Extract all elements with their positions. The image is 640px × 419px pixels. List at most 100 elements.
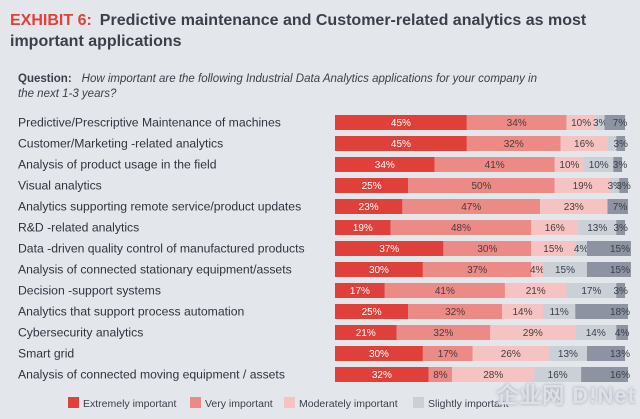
data-label-moderately-important-10: 14% bbox=[513, 307, 533, 318]
category-label-analytics-that-support-process-automation: Analytics that support process automatio… bbox=[18, 305, 244, 319]
legend-item-very: Very important bbox=[190, 397, 273, 410]
category-label-customer-marketing-related-analytics: Customer/Marketing -related analytics bbox=[18, 137, 223, 151]
watermark: 企业网 D!Net bbox=[496, 383, 636, 408]
data-label-not-important-10: 18% bbox=[610, 307, 630, 318]
data-label-slightly-important-13: 16% bbox=[548, 370, 568, 381]
data-label-moderately-important-2: 16% bbox=[574, 139, 594, 150]
bar-segment-extremely-important-3 bbox=[335, 157, 435, 172]
data-label-very-important-12: 17% bbox=[438, 349, 458, 360]
bar-segment-slightly-important-4 bbox=[610, 178, 620, 193]
bar-segment-very-important-8 bbox=[422, 262, 532, 277]
data-label-very-important-13: 8% bbox=[433, 370, 448, 381]
bar-segment-extremely-important-5 bbox=[335, 199, 403, 214]
data-label-slightly-important-11: 14% bbox=[586, 328, 606, 339]
data-label-extremely-important-9: 17% bbox=[350, 286, 370, 297]
bar-segment-extremely-important-6 bbox=[335, 220, 391, 235]
bar-segment-very-important-3 bbox=[434, 157, 555, 172]
bar-segment-slightly-important-6 bbox=[578, 220, 617, 235]
bar-segment-slightly-important-7 bbox=[575, 241, 587, 256]
bar-segment-not-important-6 bbox=[616, 220, 626, 235]
category-label-cybersecurity-analytics: Cybersecurity analytics bbox=[18, 326, 143, 340]
data-label-extremely-important-1: 45% bbox=[391, 118, 411, 129]
legend-item-slightly: Slightly important bbox=[413, 397, 509, 410]
legend-swatch-very bbox=[190, 397, 201, 408]
bar-segment-slightly-important-9 bbox=[566, 283, 617, 298]
bar-segment-extremely-important-2 bbox=[335, 136, 467, 151]
data-label-slightly-important-9: 17% bbox=[581, 286, 601, 297]
legend-swatch-slightly bbox=[413, 397, 424, 408]
data-label-moderately-important-1: 10% bbox=[571, 118, 591, 129]
bar-segment-not-important-7 bbox=[586, 241, 631, 256]
exhibit-label: EXHIBIT 6: bbox=[10, 12, 92, 29]
data-label-very-important-10: 32% bbox=[445, 307, 465, 318]
data-label-extremely-important-2: 45% bbox=[391, 139, 411, 150]
bar-segment-extremely-important-10 bbox=[335, 304, 409, 319]
category-label-analysis-of-connected-moving-equipment-assets: Analysis of connected moving equipment /… bbox=[18, 368, 285, 382]
data-label-not-important-5: 7% bbox=[613, 202, 628, 213]
category-label-predictive-prescriptive-maintenance-of-machines: Predictive/Prescriptive Maintenance of m… bbox=[18, 116, 281, 130]
data-label-moderately-important-12: 26% bbox=[501, 349, 521, 360]
bar-segment-moderately-important-7 bbox=[531, 241, 576, 256]
data-label-slightly-important-10: 11% bbox=[550, 307, 569, 318]
bar-segment-moderately-important-6 bbox=[531, 220, 579, 235]
category-label-smart-grid: Smart grid bbox=[18, 347, 74, 361]
data-label-not-important-1: 7% bbox=[613, 118, 628, 129]
data-label-not-important-12: 13% bbox=[610, 349, 630, 360]
data-label-slightly-important-4: 3% bbox=[608, 181, 623, 192]
data-label-extremely-important-5: 23% bbox=[359, 202, 379, 213]
bar-segment-very-important-12 bbox=[422, 346, 473, 361]
bar-segment-slightly-important-2 bbox=[607, 136, 617, 151]
data-label-moderately-important-4: 19% bbox=[573, 181, 593, 192]
bar-segment-not-important-9 bbox=[616, 283, 626, 298]
data-label-slightly-important-1: 3% bbox=[593, 118, 608, 129]
data-label-very-important-8: 37% bbox=[467, 265, 487, 276]
bar-segment-very-important-2 bbox=[466, 136, 561, 151]
bar-segment-not-important-10 bbox=[575, 304, 628, 319]
bar-segment-very-important-7 bbox=[443, 241, 532, 256]
data-label-not-important-2: 3% bbox=[613, 139, 628, 150]
bar-segment-not-important-13 bbox=[581, 367, 628, 382]
data-label-slightly-important-12: 13% bbox=[558, 349, 578, 360]
data-label-moderately-important-7: 15% bbox=[543, 244, 563, 255]
bar-segment-slightly-important-1 bbox=[595, 115, 605, 130]
data-label-not-important-4: 3% bbox=[616, 181, 631, 192]
data-label-slightly-important-7: 4% bbox=[574, 244, 589, 255]
bar-segment-not-important-12 bbox=[586, 346, 626, 361]
legend-swatch-extremely bbox=[68, 397, 79, 408]
data-label-very-important-11: 32% bbox=[433, 328, 453, 339]
bar-segment-very-important-1 bbox=[466, 115, 567, 130]
question-text: How important are the following Industri… bbox=[18, 73, 537, 100]
data-label-very-important-4: 50% bbox=[471, 181, 491, 192]
bar-segment-moderately-important-12 bbox=[472, 346, 549, 361]
category-label-analytics-supporting-remote-service-product-updates: Analytics supporting remote service/prod… bbox=[18, 200, 301, 214]
data-label-extremely-important-10: 25% bbox=[362, 307, 382, 318]
bar-segment-very-important-4 bbox=[408, 178, 555, 193]
data-label-not-important-3: 3% bbox=[613, 160, 628, 171]
data-label-extremely-important-4: 25% bbox=[362, 181, 382, 192]
bar-segment-extremely-important-7 bbox=[335, 241, 444, 256]
bar-segment-not-important-8 bbox=[586, 262, 631, 277]
data-label-not-important-6: 3% bbox=[613, 223, 628, 234]
category-label-visual-analytics: Visual analytics bbox=[18, 179, 102, 193]
bar-segment-not-important-11 bbox=[616, 325, 628, 340]
data-label-very-important-3: 41% bbox=[485, 160, 505, 171]
legend-label-extremely: Extremely important bbox=[83, 398, 177, 410]
bar-segment-moderately-important-2 bbox=[560, 136, 608, 151]
bar-segment-slightly-important-8 bbox=[543, 262, 587, 277]
bar-segment-moderately-important-3 bbox=[554, 157, 585, 172]
data-label-moderately-important-6: 16% bbox=[545, 223, 565, 234]
legend-label-slightly: Slightly important bbox=[428, 398, 509, 410]
bar-segment-extremely-important-12 bbox=[335, 346, 423, 361]
data-label-slightly-important-6: 13% bbox=[587, 223, 607, 234]
exhibit-title: EXHIBIT 6: Predictive maintenance and Cus… bbox=[10, 10, 635, 52]
bar-segment-very-important-5 bbox=[402, 199, 541, 214]
data-label-extremely-important-6: 19% bbox=[353, 223, 373, 234]
question: Question: How important are the following… bbox=[18, 72, 538, 102]
legend-item-extremely: Extremely important bbox=[68, 397, 176, 410]
data-label-very-important-7: 30% bbox=[477, 244, 497, 255]
bar-segment-very-important-11 bbox=[396, 325, 491, 340]
bar-segment-not-important-3 bbox=[613, 157, 623, 172]
data-label-very-important-5: 47% bbox=[461, 202, 481, 213]
legend-label-very: Very important bbox=[205, 398, 273, 410]
